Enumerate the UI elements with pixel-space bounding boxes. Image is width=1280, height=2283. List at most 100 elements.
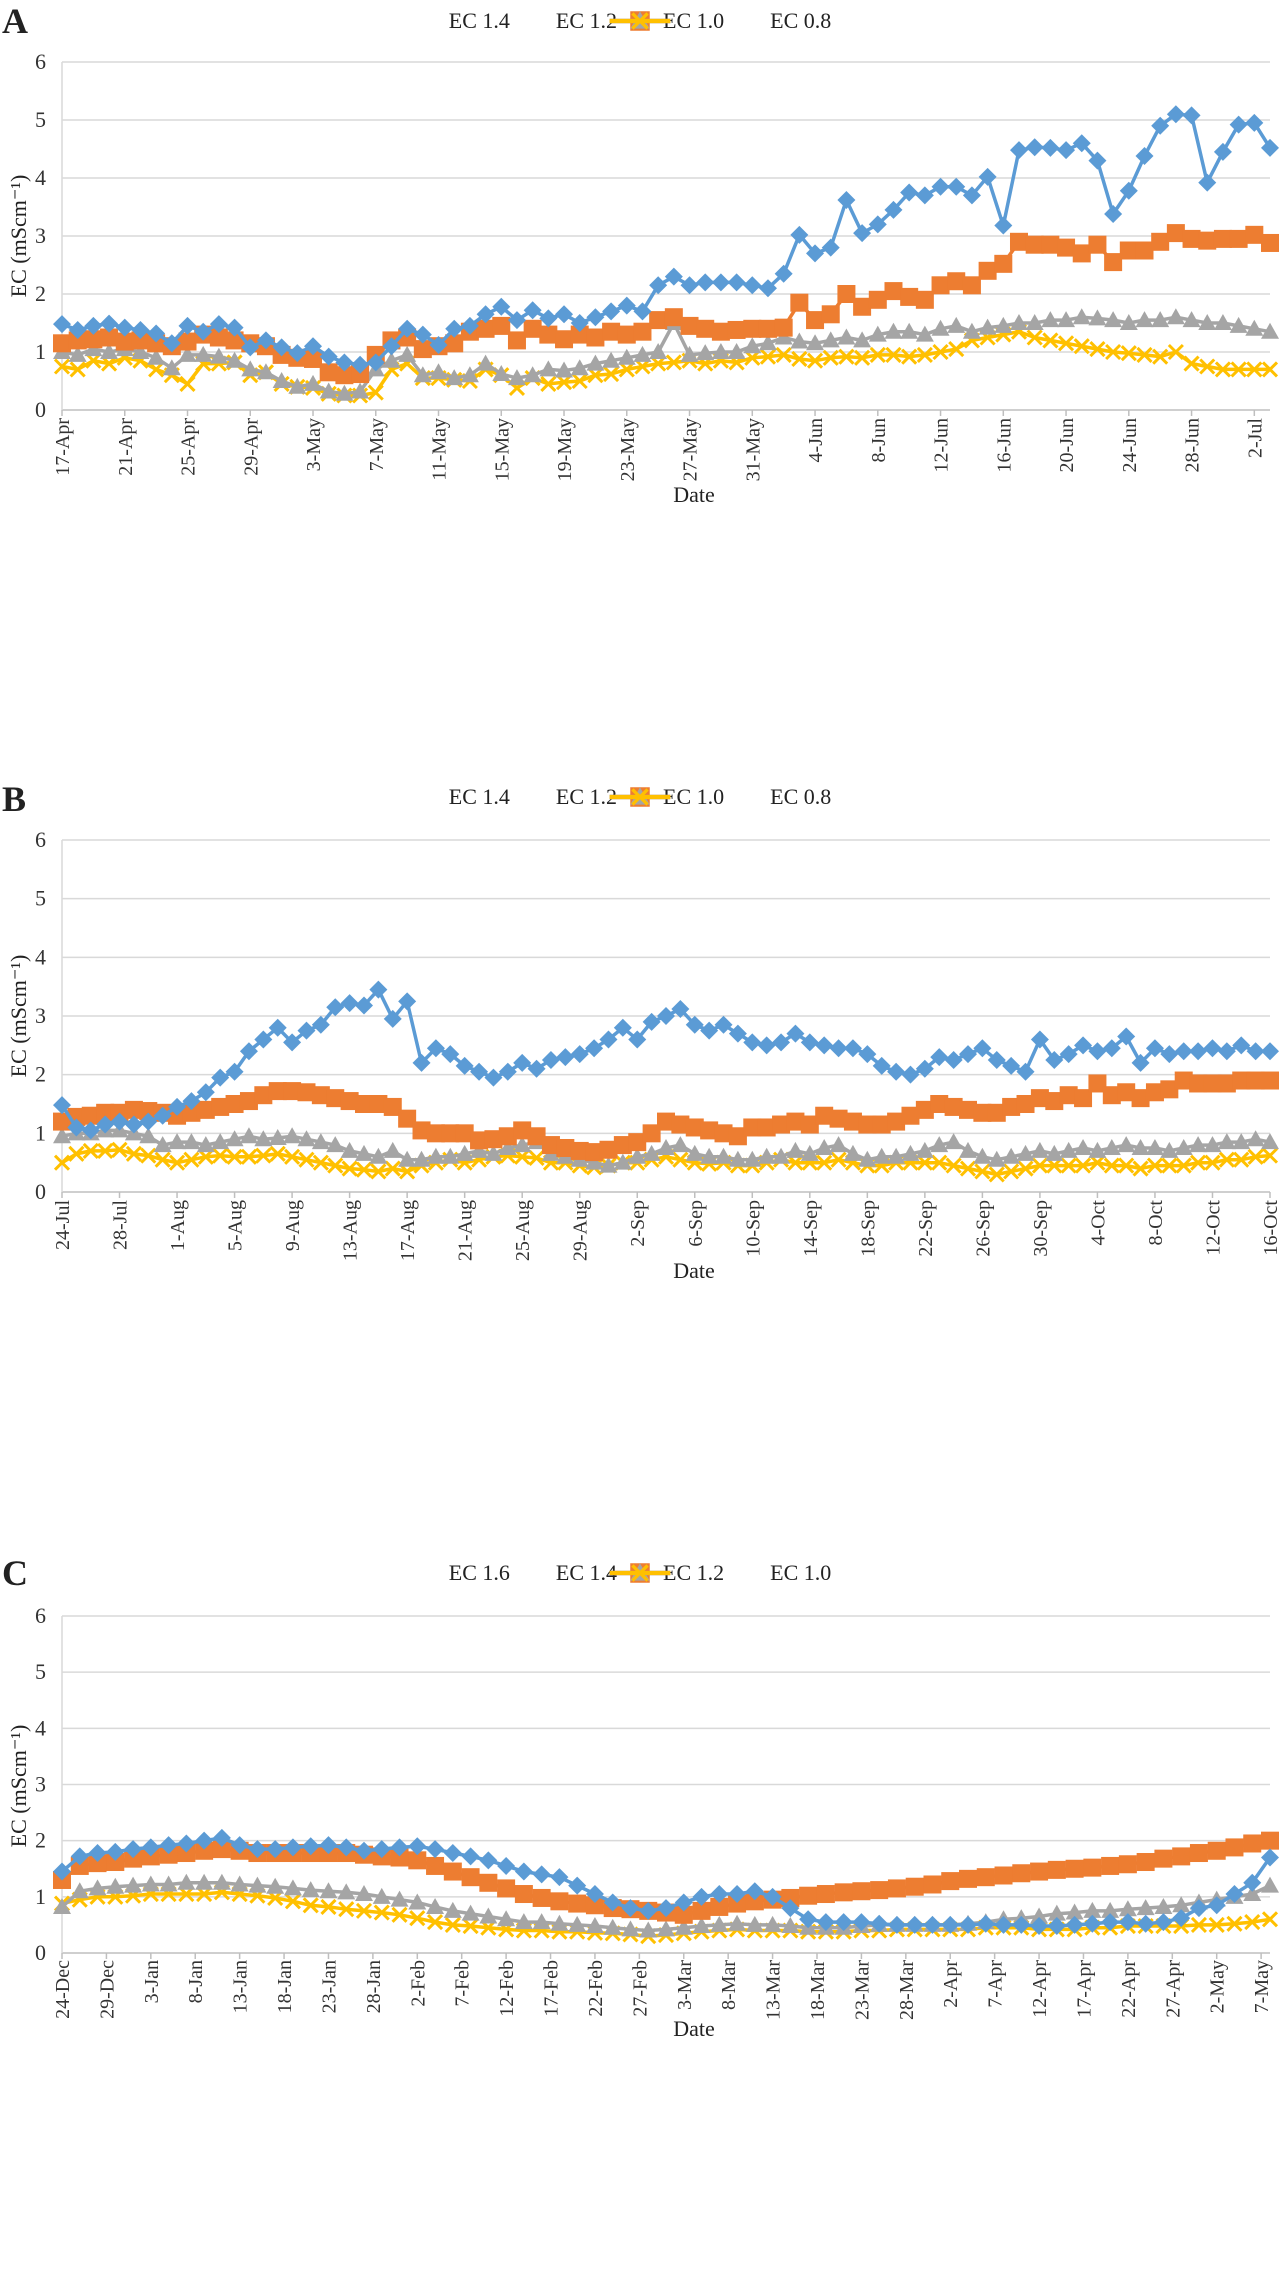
data-point [869,346,886,363]
data-point [806,334,825,351]
data-point [1136,1899,1155,1916]
data-point [139,1127,158,1144]
data-point [1261,1876,1279,1893]
data-point [974,1163,991,1180]
data-point [852,1913,871,1932]
data-point [212,1840,231,1859]
data-point [507,369,526,386]
data-point [514,1148,531,1165]
chart-panel-a: A EC 1.4 EC 1.2 EC 1.0 EC 0.8 0 1 2 3 4 5 6 17-Apr… [0,0,1280,760]
data-point [311,1015,330,1034]
data-point [484,1068,503,1087]
data-point [527,1059,546,1078]
data-point [599,1030,618,1049]
data-point [195,1841,214,1860]
data-point [1154,1913,1173,1932]
data-point [168,1097,187,1116]
data-point [791,350,808,368]
legend-label: EC 1.2 [663,1560,725,1585]
data-point [81,1106,100,1125]
data-point [1060,1157,1077,1174]
data-point [70,1882,89,1899]
data-point [141,1838,160,1857]
data-point [256,331,275,350]
data-point [800,1115,819,1134]
data-point [728,1024,747,1043]
data-point [338,1901,355,1918]
data-point [1174,1042,1193,1061]
data-point [351,382,370,399]
data-point [1041,235,1060,254]
data-point [757,1036,776,1055]
data-point [178,345,197,362]
data-point [603,365,620,383]
data-point [445,319,464,338]
data-point [1047,1904,1066,1921]
data-point [900,322,919,339]
x-tick-label: 11-May [429,418,451,481]
data-point [225,351,244,368]
data-point [674,1893,693,1912]
data-point [1025,138,1044,157]
data-point [772,1033,791,1052]
data-point [1045,1144,1064,1161]
data-point [272,338,291,357]
data-point [617,325,636,344]
data-point [887,1112,906,1131]
data-point [680,276,699,295]
data-point [901,1106,920,1125]
data-point [1204,1154,1221,1171]
data-point [621,1899,640,1918]
data-point [460,366,479,383]
data-point [124,1100,143,1119]
x-tick-label: 21-Apr [115,418,137,476]
x-tick-label: 29-Aug [570,1200,592,1261]
x-tick-label: 16-Jun [993,418,1015,472]
data-point [390,1848,409,1867]
data-point [195,1831,214,1850]
data-point [821,238,840,257]
data-point [1041,311,1060,328]
x-tick-label: 24-Jul [52,1200,74,1250]
data-point [412,1121,431,1140]
data-point [479,1851,498,1870]
data-point [959,1869,977,1888]
data-point [931,319,950,336]
data-point [476,305,495,324]
data-point [269,1145,286,1162]
data-point [758,334,777,351]
data-point [555,361,574,378]
data-point [1119,181,1138,200]
data-point [412,1150,431,1167]
data-point [183,1151,200,1168]
data-point [254,1086,273,1105]
data-point [168,1154,186,1171]
data-point [53,1862,71,1881]
x-tick-label: 24-Dec [52,1960,74,2019]
data-point [947,177,966,196]
data-point [915,1100,934,1119]
data-point [692,1901,711,1920]
data-point [539,309,558,328]
data-point [369,1147,388,1164]
data-point [1261,1042,1279,1061]
data-point [1175,1157,1192,1174]
data-point [941,1872,960,1891]
data-point [976,1868,995,1887]
data-point [642,1012,661,1031]
data-point [1203,1074,1222,1093]
data-point [408,1893,427,1910]
data-point [455,1144,474,1161]
data-point [484,1130,503,1149]
data-point [872,1056,891,1075]
data-point [369,1095,388,1113]
data-point [283,1033,302,1052]
data-point [774,318,793,337]
data-point [800,1033,819,1052]
data-point [1065,1903,1084,1920]
data-point [1119,241,1138,260]
data-point [852,1882,871,1901]
data-point [696,344,715,361]
data-point [319,1836,338,1855]
data-point [743,1033,762,1052]
